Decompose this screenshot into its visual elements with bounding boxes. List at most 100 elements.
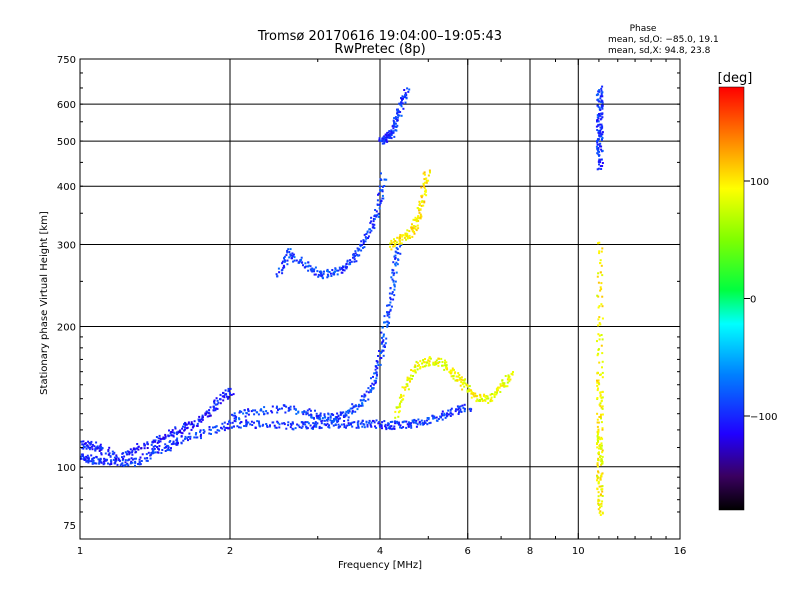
data-point (386, 140, 389, 143)
data-point (601, 131, 604, 134)
data-point (600, 139, 603, 141)
data-point (397, 421, 400, 424)
data-point (406, 385, 409, 387)
data-point (389, 421, 392, 423)
data-point (390, 131, 393, 133)
data-point (499, 384, 502, 387)
data-point (349, 259, 352, 262)
data-point (599, 129, 602, 132)
data-point (363, 233, 366, 236)
data-point (429, 171, 431, 174)
data-point (424, 190, 427, 193)
data-point (167, 445, 170, 448)
data-point (295, 259, 298, 262)
data-point (154, 440, 156, 443)
data-point (300, 256, 303, 259)
data-point (340, 423, 343, 426)
data-point (337, 420, 340, 423)
data-point (422, 172, 425, 175)
data-point (445, 366, 448, 369)
data-point (409, 380, 411, 383)
data-point (307, 265, 309, 268)
data-point (401, 386, 404, 389)
data-point (348, 409, 351, 412)
data-point (427, 364, 430, 367)
data-point (466, 390, 469, 393)
trace (595, 85, 604, 171)
data-point (253, 413, 256, 416)
data-point (600, 128, 603, 131)
data-point (472, 393, 475, 396)
data-point (235, 416, 238, 419)
data-point (175, 431, 178, 434)
data-point (601, 376, 604, 379)
data-point (102, 463, 105, 466)
data-point (388, 292, 391, 295)
data-point (390, 305, 393, 308)
data-point (221, 427, 224, 430)
data-point (326, 276, 329, 279)
data-point (423, 361, 426, 364)
data-point (405, 97, 408, 100)
data-point (326, 273, 329, 276)
data-point (456, 408, 459, 411)
data-point (445, 365, 448, 368)
data-point (596, 477, 599, 480)
data-point (412, 225, 415, 227)
data-point (352, 253, 355, 256)
data-point (597, 441, 600, 444)
data-point (291, 255, 294, 258)
data-point (378, 203, 381, 206)
data-point (301, 411, 304, 414)
data-point (360, 244, 363, 246)
data-point (347, 412, 350, 414)
data-point (149, 454, 152, 457)
data-point (423, 420, 426, 423)
data-point (245, 424, 248, 427)
data-point (320, 422, 323, 425)
data-point (334, 423, 337, 426)
data-point (261, 424, 264, 427)
data-point (131, 461, 134, 464)
data-point (598, 334, 601, 337)
data-point (507, 374, 510, 377)
data-point (598, 138, 601, 141)
data-point (116, 463, 119, 466)
data-point (292, 422, 294, 425)
data-point (506, 381, 509, 384)
data-point (451, 413, 454, 416)
data-point (99, 447, 102, 450)
y-tick-label: 750 (57, 55, 76, 66)
data-point (313, 425, 316, 428)
data-point (470, 396, 473, 399)
data-point (168, 429, 170, 432)
data-point (107, 462, 109, 465)
data-point (168, 449, 171, 451)
data-point (601, 413, 604, 416)
data-point (312, 426, 314, 429)
data-point (141, 453, 144, 456)
data-point (212, 409, 215, 412)
data-point (414, 227, 417, 230)
data-point (365, 390, 368, 393)
data-point (337, 426, 340, 428)
trace (80, 403, 473, 467)
data-point (173, 432, 176, 435)
data-point (452, 374, 455, 377)
data-point (191, 423, 193, 425)
data-point (601, 317, 604, 320)
data-point (172, 441, 175, 444)
data-point (347, 409, 349, 412)
data-point (339, 411, 342, 414)
data-point (499, 391, 502, 393)
data-point (129, 448, 132, 451)
data-point (597, 480, 600, 483)
data-point (394, 280, 397, 283)
data-point (411, 369, 414, 372)
x-tick-label: 8 (527, 546, 533, 557)
data-point (415, 229, 418, 232)
data-point (330, 275, 333, 277)
data-point (327, 270, 329, 273)
data-point (424, 177, 427, 180)
data-point (254, 409, 257, 412)
